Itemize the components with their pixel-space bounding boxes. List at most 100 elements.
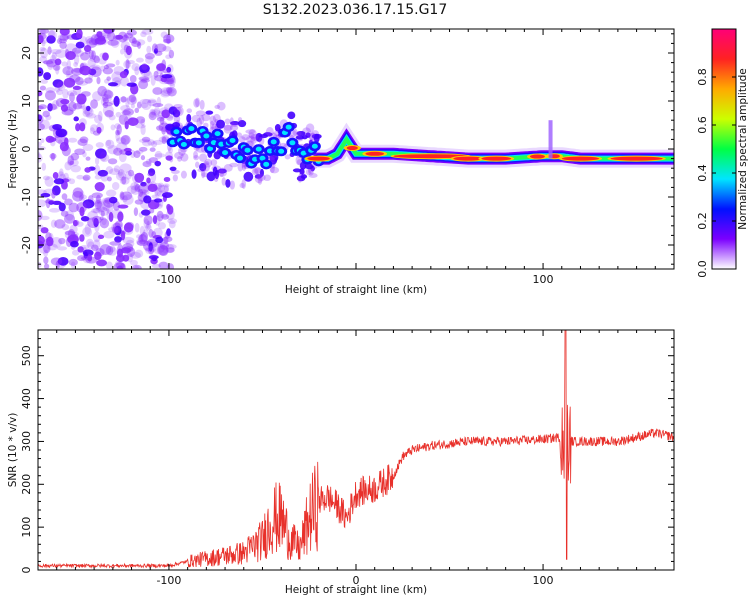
- noise-blob: [120, 105, 131, 112]
- noise-blob: [111, 181, 120, 191]
- noise-blob: [95, 148, 107, 159]
- noise-blob: [64, 230, 76, 240]
- noise-blob: [149, 147, 156, 152]
- noise-blob: [72, 47, 82, 54]
- noise-blob: [105, 245, 114, 256]
- noise-blob: [134, 39, 146, 46]
- noise-blob: [78, 196, 85, 202]
- noise-blob: [140, 124, 146, 136]
- noise-blob: [57, 80, 66, 92]
- noise-blob: [125, 59, 130, 70]
- noise-blob: [40, 215, 50, 221]
- noise-blob: [91, 192, 103, 199]
- noise-blob: [107, 176, 112, 182]
- noise-blob: [151, 231, 157, 239]
- noise-blob: [57, 81, 64, 89]
- noise-blob: [295, 135, 305, 140]
- noise-blob: [50, 48, 62, 55]
- noise-blob: [305, 168, 312, 176]
- ridge-hotspot: [610, 156, 663, 161]
- noise-blob: [159, 117, 165, 125]
- noise-blob: [122, 194, 134, 205]
- noise-blob: [84, 167, 91, 173]
- noise-blob: [229, 124, 239, 131]
- noise-blob: [95, 194, 101, 204]
- noise-blob: [161, 59, 167, 71]
- noise-blob: [153, 70, 159, 78]
- noise-blob: [82, 109, 91, 118]
- noise-blob: [65, 70, 71, 76]
- noise-blob: [90, 66, 102, 78]
- noise-blob: [88, 70, 94, 80]
- noise-blob: [296, 131, 306, 136]
- noise-blob: [169, 83, 176, 89]
- noise-blob: [157, 184, 166, 192]
- noise-blob: [124, 171, 132, 180]
- noise-blob: [152, 215, 158, 225]
- noise-blob: [85, 156, 91, 161]
- noise-blob: [38, 35, 44, 44]
- noise-blob: [70, 152, 80, 161]
- noise-blob: [295, 130, 302, 138]
- noise-blob: [82, 174, 91, 181]
- noise-blob: [65, 43, 77, 54]
- noise-blob: [52, 64, 61, 71]
- noise-blob: [130, 259, 138, 266]
- noise-blob: [115, 172, 127, 181]
- noise-blob: [163, 79, 175, 85]
- snr-panel: -100 0 100 0 100 200 300 400 500 Height of strai…: [7, 329, 675, 596]
- noise-blob: [71, 249, 80, 256]
- noise-blob: [213, 175, 219, 182]
- noise-blob: [270, 166, 280, 174]
- noise-blob: [154, 160, 162, 167]
- noise-blob: [79, 206, 85, 217]
- noise-blob: [148, 229, 154, 238]
- noise-blob: [130, 96, 137, 105]
- noise-blob: [254, 167, 262, 175]
- noise-blob: [40, 29, 46, 37]
- noise-blob: [241, 134, 250, 141]
- noise-blob: [38, 29, 50, 34]
- noise-blob: [157, 213, 168, 218]
- ridge-blob: [259, 155, 266, 161]
- noise-blob: [236, 132, 243, 138]
- ridge-blob: [203, 133, 210, 139]
- noise-blob: [47, 46, 52, 55]
- noise-blob: [201, 169, 206, 179]
- noise-blob: [161, 136, 167, 145]
- x-tick-label: -100: [156, 273, 181, 286]
- noise-blob: [63, 77, 76, 88]
- noise-blob: [45, 114, 52, 121]
- noise-blob: [195, 97, 200, 108]
- noise-blob: [53, 178, 65, 185]
- ridge-hotspot: [346, 146, 358, 151]
- noise-blob: [116, 124, 122, 135]
- noise-blob: [223, 163, 233, 172]
- noise-blob: [93, 114, 103, 124]
- noise-blob: [143, 195, 152, 204]
- noise-blob: [136, 234, 143, 239]
- noise-blob: [40, 138, 45, 144]
- noise-blob: [89, 64, 101, 71]
- noise-blob: [40, 193, 51, 198]
- noise-blob: [89, 54, 100, 63]
- noise-blob: [120, 76, 130, 87]
- noise-blob: [76, 202, 87, 213]
- noise-blob: [159, 107, 170, 115]
- noise-blob: [50, 237, 62, 248]
- y-tick-label: 200: [20, 474, 33, 495]
- noise-blob: [60, 98, 70, 105]
- noise-blob: [67, 228, 76, 240]
- noise-blob: [76, 80, 89, 86]
- noise-blob: [84, 36, 94, 44]
- noise-blob: [97, 234, 105, 240]
- noise-blob: [169, 155, 174, 163]
- noise-blob: [248, 128, 257, 139]
- noise-blob: [148, 254, 157, 261]
- noise-blob: [44, 90, 56, 101]
- noise-blob: [165, 155, 173, 161]
- noise-blob: [38, 114, 44, 124]
- noise-blob: [119, 96, 128, 103]
- noise-blob: [52, 171, 59, 180]
- noise-blob: [166, 228, 171, 237]
